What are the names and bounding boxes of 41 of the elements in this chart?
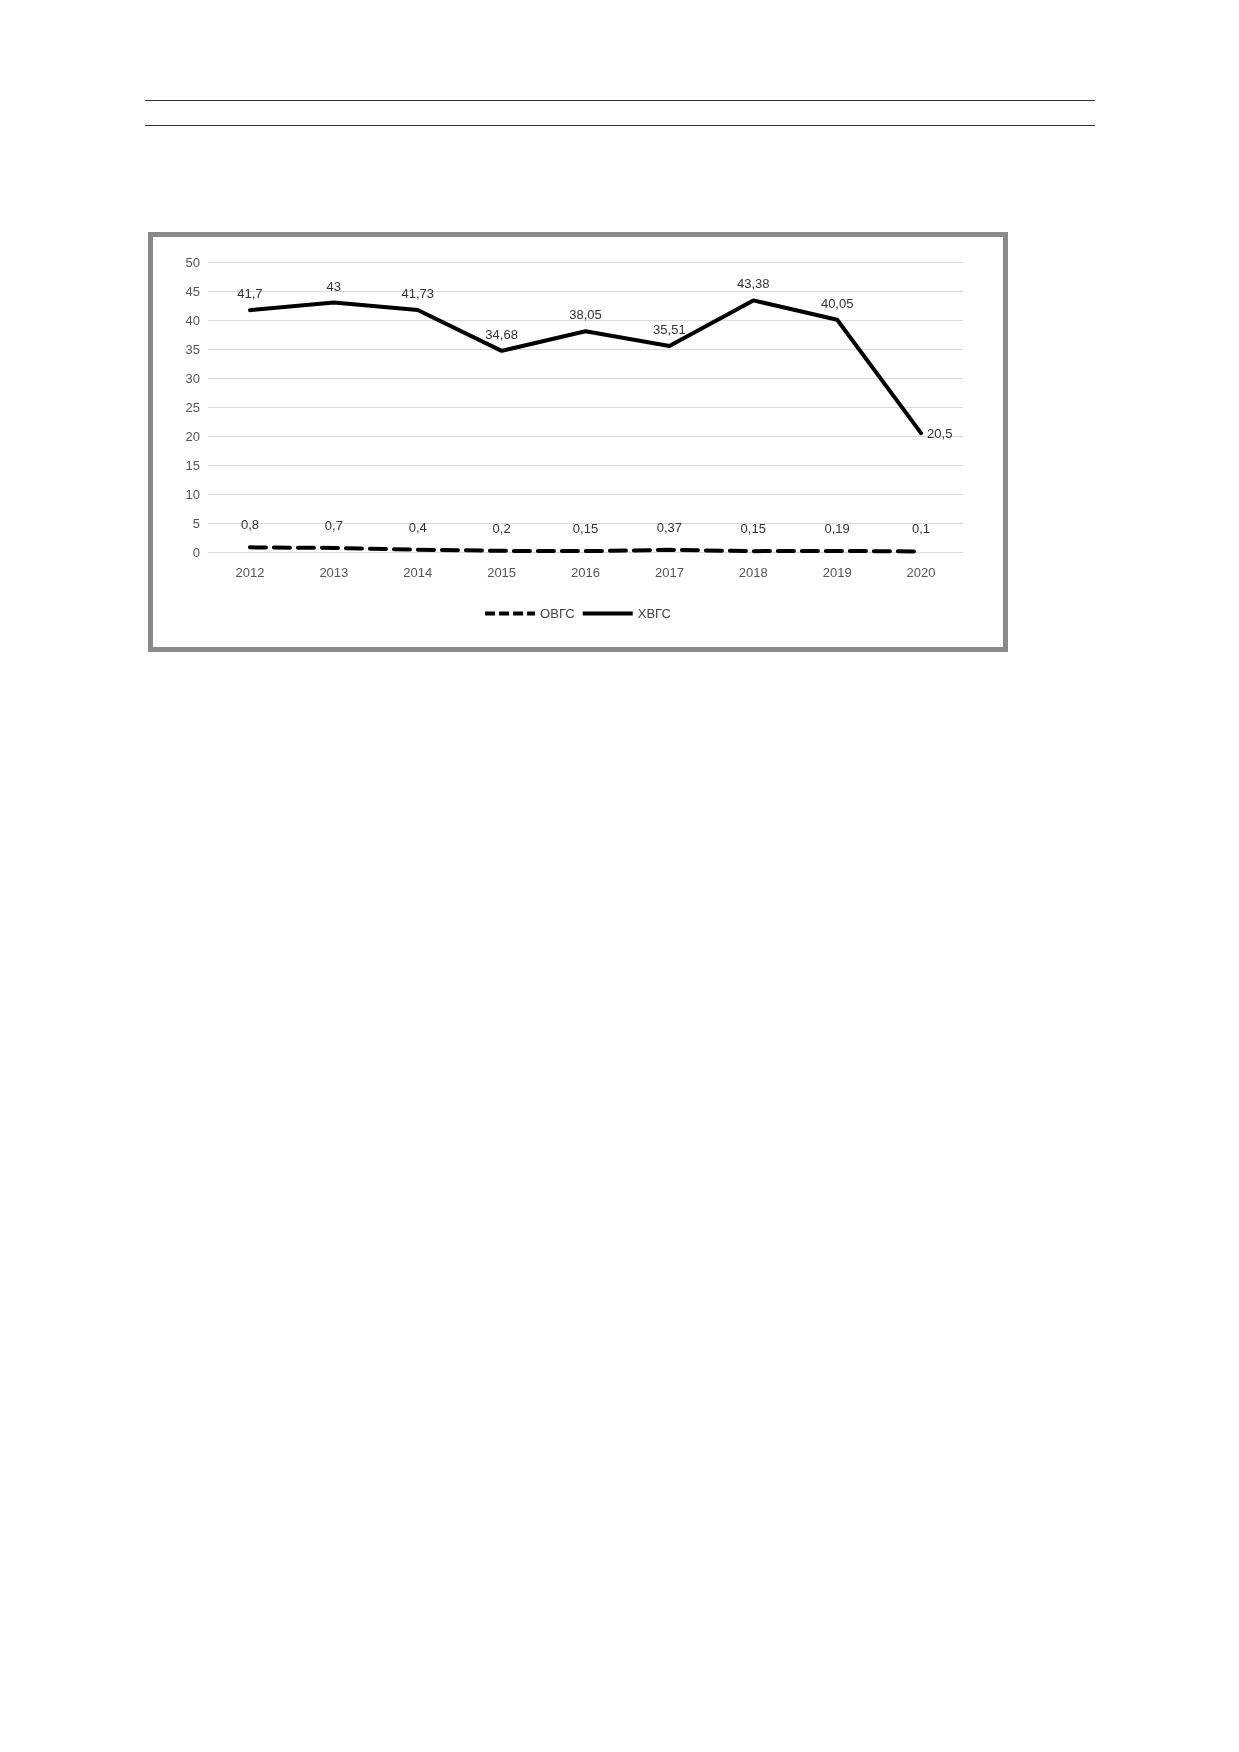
- data-label: 0,15: [572, 521, 599, 537]
- y-tick-label: 50: [185, 254, 200, 270]
- y-tick-label: 45: [185, 283, 200, 299]
- x-tick-label: 2018: [738, 565, 768, 580]
- x-tick-label: 2015: [487, 565, 517, 580]
- data-label: 41,7: [237, 286, 263, 302]
- x-tick-label: 2017: [654, 565, 684, 580]
- y-tick-label: 40: [185, 312, 200, 328]
- x-tick-label: 2019: [822, 565, 852, 580]
- data-label: 0,37: [656, 519, 683, 535]
- y-tick-label: 5: [192, 515, 200, 531]
- y-tick-label: 10: [185, 486, 200, 502]
- data-label: 34,68: [485, 326, 518, 342]
- line-series: [247, 298, 924, 436]
- legend-label: ХВГС: [637, 606, 671, 621]
- x-tick-label: 2020: [906, 565, 936, 580]
- y-tick-label: 30: [185, 370, 200, 386]
- data-label: 0,7: [324, 517, 343, 533]
- data-label: 41,73: [401, 285, 434, 301]
- x-tick-label: 2014: [403, 565, 433, 580]
- data-label: 20,5: [927, 425, 953, 441]
- y-tick-label: 35: [185, 341, 200, 357]
- y-tick-label: 20: [185, 428, 200, 444]
- data-label: 0,19: [824, 520, 850, 536]
- data-label: 0,4: [408, 519, 427, 535]
- data-label: 0,1: [912, 521, 931, 537]
- x-tick-label: 2012: [235, 565, 265, 580]
- y-tick-label: 25: [185, 399, 200, 415]
- x-tick-label: 2013: [319, 565, 349, 580]
- data-label: 38,05: [569, 307, 602, 323]
- data-label: 0,15: [740, 521, 766, 537]
- legend-label: ОВГС: [540, 606, 575, 621]
- y-tick-label: 0: [192, 544, 200, 560]
- data-label: 40,05: [820, 295, 854, 311]
- data-label: 35,51: [653, 322, 686, 338]
- data-label: 43,38: [737, 276, 770, 292]
- data-label: 0,2: [492, 520, 511, 536]
- data-label: 43: [326, 278, 342, 294]
- y-tick-label: 15: [185, 457, 200, 473]
- data-label: 0,8: [240, 517, 259, 533]
- x-tick-label: 2016: [571, 565, 600, 580]
